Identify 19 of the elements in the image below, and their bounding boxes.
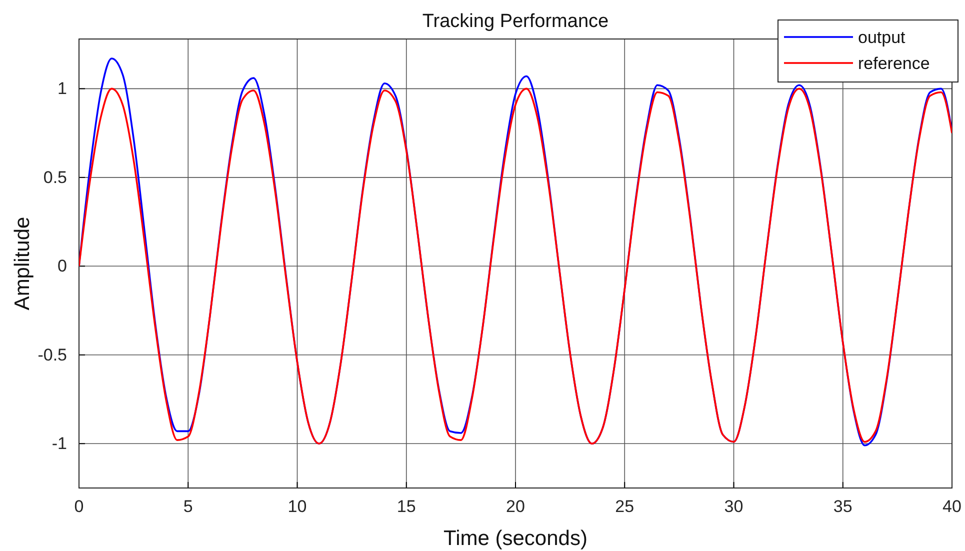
x-tick-label: 35 [833,497,852,516]
legend-label: reference [858,54,930,73]
y-tick-label: -0.5 [38,345,67,364]
x-tick-label: 15 [396,497,416,516]
x-tick-label: 10 [288,497,307,516]
y-tick-label: 0 [58,256,67,276]
y-tick-label: 1 [58,79,67,98]
x-axis-title: Time (seconds) [444,527,588,550]
x-tick-label: 0 [74,497,84,516]
x-tick-label: 20 [506,497,525,516]
y-axis-title: Amplitude [11,216,34,310]
x-tick-label: 25 [615,497,634,516]
y-tick-label: -1 [52,434,67,454]
x-tick-label: 5 [183,497,193,516]
legend-label: output [858,28,906,47]
x-tick-label: 30 [724,497,744,516]
y-tick-label: 0.5 [43,168,67,187]
x-tick-label: 40 [942,497,962,516]
chart-title: Tracking Performance [422,11,609,32]
